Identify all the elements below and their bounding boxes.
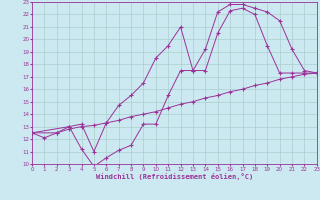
X-axis label: Windchill (Refroidissement éolien,°C): Windchill (Refroidissement éolien,°C) xyxy=(96,173,253,180)
